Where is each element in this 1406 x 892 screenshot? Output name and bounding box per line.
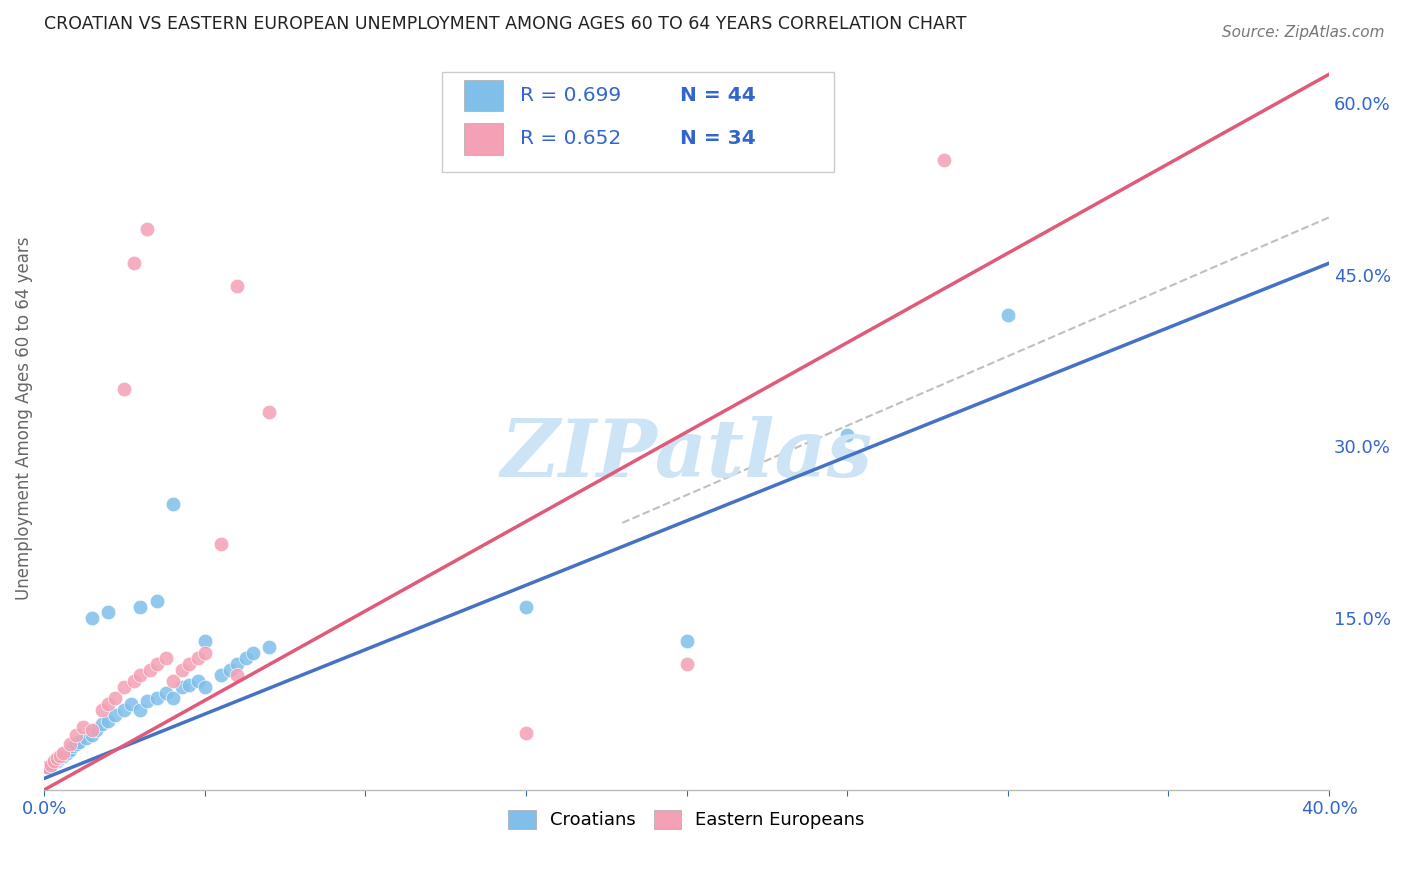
Point	[65, 737, 87, 751]
Point	[129, 599, 152, 614]
Point	[39, 757, 62, 772]
Point	[162, 691, 184, 706]
Point	[49, 748, 72, 763]
Point	[172, 663, 194, 677]
Point	[52, 748, 75, 763]
Point	[104, 708, 127, 723]
Point	[75, 731, 97, 746]
Text: N = 34: N = 34	[681, 129, 756, 148]
Point	[90, 703, 112, 717]
Point	[187, 651, 209, 665]
Point	[257, 405, 280, 419]
Point	[62, 739, 84, 754]
Point	[194, 646, 217, 660]
Point	[257, 640, 280, 654]
Point	[122, 674, 145, 689]
Point	[675, 657, 697, 671]
Point	[112, 382, 135, 396]
Point	[129, 668, 152, 682]
Point	[675, 634, 697, 648]
Point	[46, 754, 69, 768]
Point	[194, 634, 217, 648]
Point	[69, 735, 91, 749]
Text: CROATIAN VS EASTERN EUROPEAN UNEMPLOYMENT AMONG AGES 60 TO 64 YEARS CORRELATION : CROATIAN VS EASTERN EUROPEAN UNEMPLOYMEN…	[44, 15, 966, 33]
Point	[112, 680, 135, 694]
Point	[84, 723, 107, 738]
Point	[59, 743, 82, 757]
Point	[42, 754, 65, 768]
Point	[112, 703, 135, 717]
Point	[97, 697, 120, 711]
Point	[162, 497, 184, 511]
Point	[82, 611, 104, 625]
Point	[82, 728, 104, 742]
Point	[82, 723, 104, 738]
Point	[120, 697, 142, 711]
Point	[194, 680, 217, 694]
Point	[97, 714, 120, 729]
Point	[172, 680, 194, 694]
Point	[225, 657, 247, 671]
Point	[145, 594, 167, 608]
Point	[65, 728, 87, 742]
Point	[235, 651, 257, 665]
Point	[52, 746, 75, 760]
Point	[219, 663, 242, 677]
Point	[837, 428, 859, 442]
Point	[46, 751, 69, 765]
Point	[209, 668, 232, 682]
Legend: Croatians, Eastern Europeans: Croatians, Eastern Europeans	[501, 803, 872, 837]
Point	[72, 720, 94, 734]
Point	[515, 725, 537, 739]
Text: N = 44: N = 44	[681, 86, 756, 104]
Point	[129, 703, 152, 717]
Point	[122, 256, 145, 270]
Point	[242, 646, 264, 660]
Point	[37, 760, 59, 774]
Point	[49, 751, 72, 765]
Point	[187, 674, 209, 689]
Point	[145, 691, 167, 706]
Text: ZIPatlas: ZIPatlas	[501, 417, 873, 494]
Point	[135, 693, 157, 707]
Point	[209, 537, 232, 551]
Point	[225, 668, 247, 682]
Point	[997, 308, 1019, 322]
Point	[135, 222, 157, 236]
Point	[42, 754, 65, 768]
Point	[155, 651, 177, 665]
Point	[145, 657, 167, 671]
Text: R = 0.699: R = 0.699	[520, 86, 620, 104]
Text: Source: ZipAtlas.com: Source: ZipAtlas.com	[1222, 25, 1385, 40]
Point	[97, 606, 120, 620]
Text: R = 0.652: R = 0.652	[520, 129, 621, 148]
Point	[515, 599, 537, 614]
Point	[104, 691, 127, 706]
Point	[55, 746, 77, 760]
Point	[177, 657, 200, 671]
FancyBboxPatch shape	[464, 79, 503, 111]
Point	[177, 677, 200, 691]
FancyBboxPatch shape	[443, 71, 834, 172]
Point	[39, 757, 62, 772]
Point	[162, 674, 184, 689]
Point	[225, 279, 247, 293]
FancyBboxPatch shape	[464, 123, 503, 154]
Point	[37, 760, 59, 774]
Y-axis label: Unemployment Among Ages 60 to 64 years: Unemployment Among Ages 60 to 64 years	[15, 236, 32, 599]
Point	[90, 716, 112, 731]
Point	[59, 737, 82, 751]
Point	[155, 685, 177, 699]
Point	[932, 153, 955, 168]
Point	[139, 663, 162, 677]
